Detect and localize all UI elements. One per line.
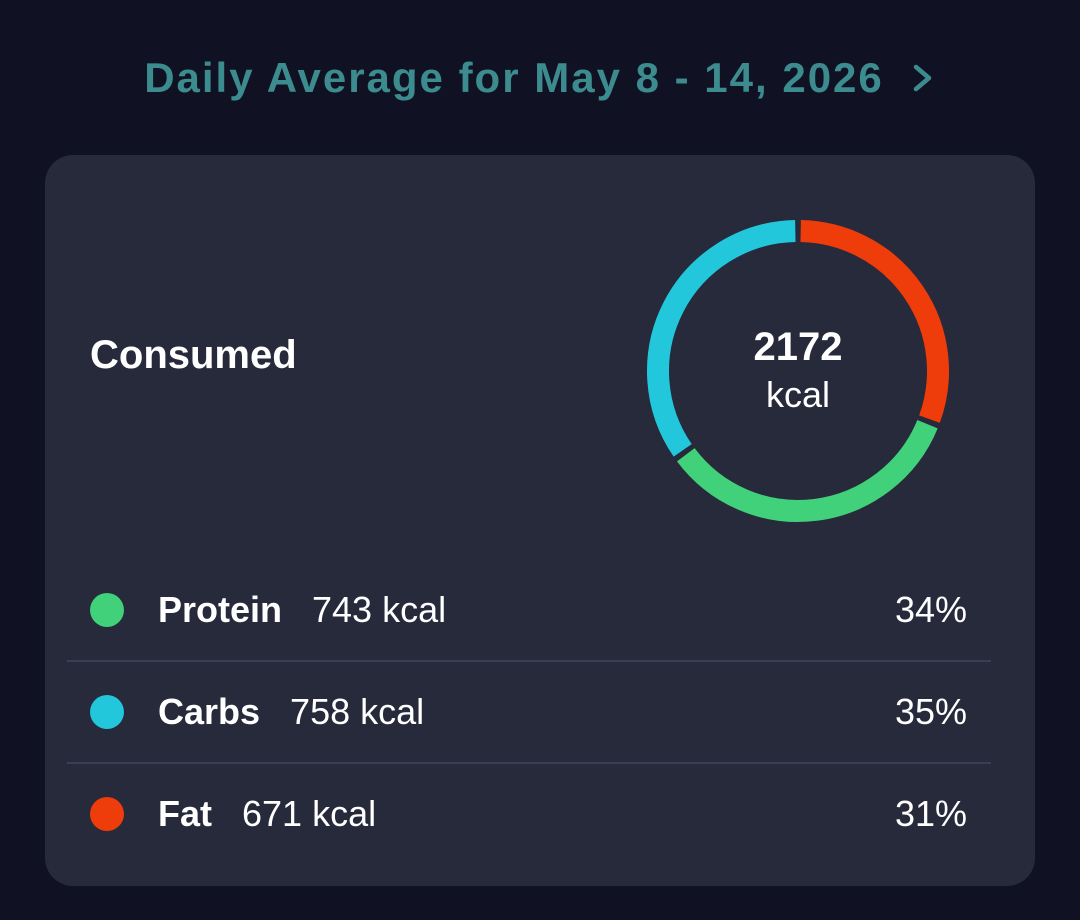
macro-donut-chart <box>647 220 949 522</box>
donut-center: 2172 kcal <box>645 218 951 524</box>
protein-color-dot <box>90 593 124 627</box>
macro-row-carbs[interactable]: Carbs 758 kcal 35% <box>67 660 991 762</box>
chevron-right-icon <box>913 64 932 92</box>
date-range-title: Daily Average for May 8 - 14, 2026 <box>144 54 884 101</box>
macro-row-fat[interactable]: Fat 671 kcal 31% <box>67 762 991 864</box>
consumed-label: Consumed <box>90 333 297 377</box>
macro-percent: 35% <box>894 691 967 732</box>
macro-name: Protein <box>158 589 283 630</box>
macro-percent: 31% <box>894 793 967 834</box>
macro-name: Fat <box>158 793 212 834</box>
total-calories-value: 2172 <box>753 325 843 369</box>
macro-name: Carbs <box>158 691 261 732</box>
macro-list: Protein 743 kcal 34% Carbs 758 kcal 35% … <box>67 560 991 864</box>
macro-row-protein[interactable]: Protein 743 kcal 34% <box>67 560 991 660</box>
date-range-header[interactable]: Daily Average for May 8 - 14, 2026 <box>0 48 1080 108</box>
total-calories-unit: kcal <box>765 374 831 415</box>
macro-kcal: 758 kcal <box>290 691 425 732</box>
donut-segment-fat <box>800 220 949 423</box>
macro-kcal: 671 kcal <box>242 793 377 834</box>
macro-kcal: 743 kcal <box>312 589 447 630</box>
fat-color-dot <box>90 797 124 831</box>
calorie-summary-card: Consumed 2172 kcal Protein 743 kcal 34% … <box>45 155 1035 886</box>
donut-segment-protein <box>676 419 938 522</box>
macro-percent: 34% <box>894 589 967 630</box>
donut-segment-carbs <box>647 220 796 457</box>
carbs-color-dot <box>90 695 124 729</box>
